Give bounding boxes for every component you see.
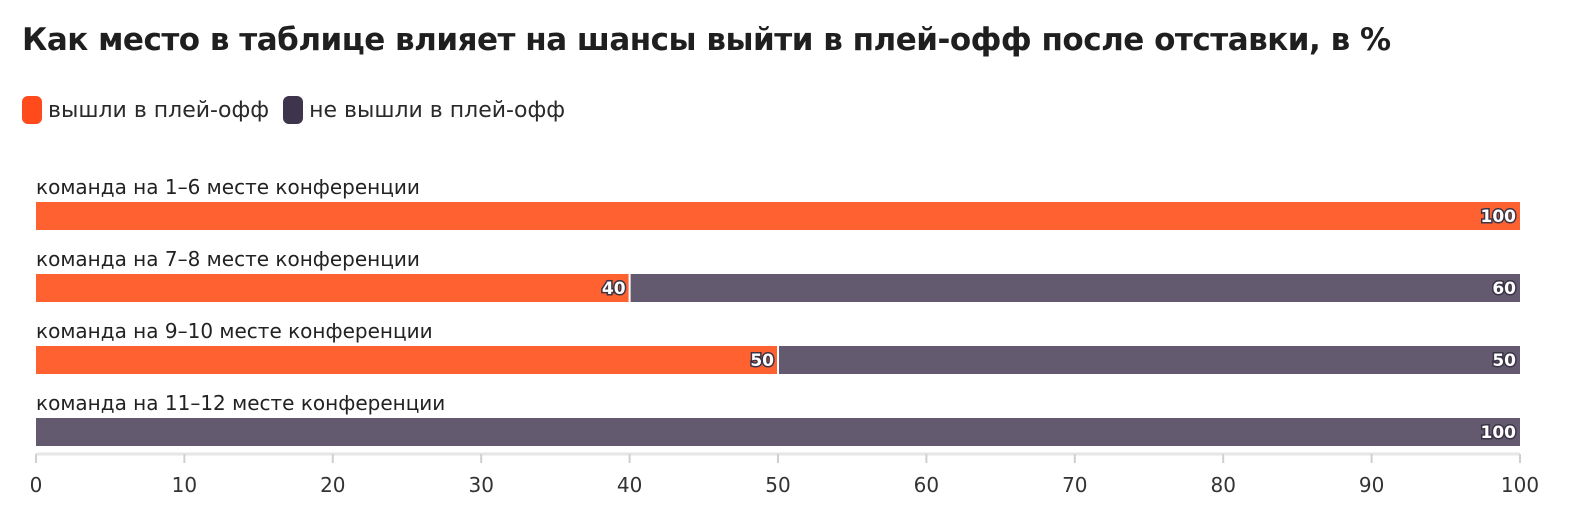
legend-label-reached-playoff: вышли в плей-офф — [48, 97, 270, 123]
row-label: команда на 1–6 месте конференции — [36, 175, 420, 199]
bar-segment — [629, 274, 1520, 302]
x-tick-label: 10 — [172, 473, 197, 497]
legend: вышли в плей-офф не вышли в плей-офф — [22, 96, 565, 124]
x-tick-label: 60 — [914, 473, 939, 497]
x-tick-label: 40 — [617, 473, 642, 497]
x-tick-label: 90 — [1359, 473, 1384, 497]
x-tick-label: 50 — [765, 473, 790, 497]
row-label: команда на 9–10 месте конференции — [36, 319, 433, 343]
bar-segment — [36, 202, 1520, 230]
x-tick-label: 70 — [1062, 473, 1087, 497]
legend-item-missed-playoff[interactable]: не вышли в плей-офф — [283, 96, 565, 124]
bar-value-label: 50 — [750, 351, 774, 371]
bar-value-label: 100 — [1481, 207, 1517, 227]
legend-swatch-missed-playoff — [283, 96, 304, 124]
legend-item-reached-playoff[interactable]: вышли в плей-офф — [22, 96, 269, 124]
x-tick-label: 100 — [1501, 473, 1539, 497]
bar-segment — [36, 418, 1520, 446]
chart-title: Как место в таблице влияет на шансы выйт… — [22, 22, 1391, 58]
bar-value-label: 100 — [1481, 423, 1517, 443]
row-label: команда на 11–12 месте конференции — [36, 391, 445, 415]
bar-value-label: 60 — [1492, 279, 1516, 299]
legend-swatch-reached-playoff — [22, 96, 42, 124]
x-tick-label: 20 — [320, 473, 345, 497]
x-tick-label: 30 — [468, 473, 493, 497]
bar-segment — [778, 346, 1520, 374]
bar-segment — [36, 274, 630, 302]
bar-segment — [36, 346, 778, 374]
legend-label-missed-playoff: не вышли в плей-офф — [309, 97, 566, 123]
bar-value-label: 50 — [1492, 351, 1516, 371]
x-tick-label: 0 — [30, 473, 43, 497]
bar-value-label: 40 — [602, 279, 626, 299]
row-label: команда на 7–8 месте конференции — [36, 247, 420, 271]
x-tick-label: 80 — [1210, 473, 1235, 497]
